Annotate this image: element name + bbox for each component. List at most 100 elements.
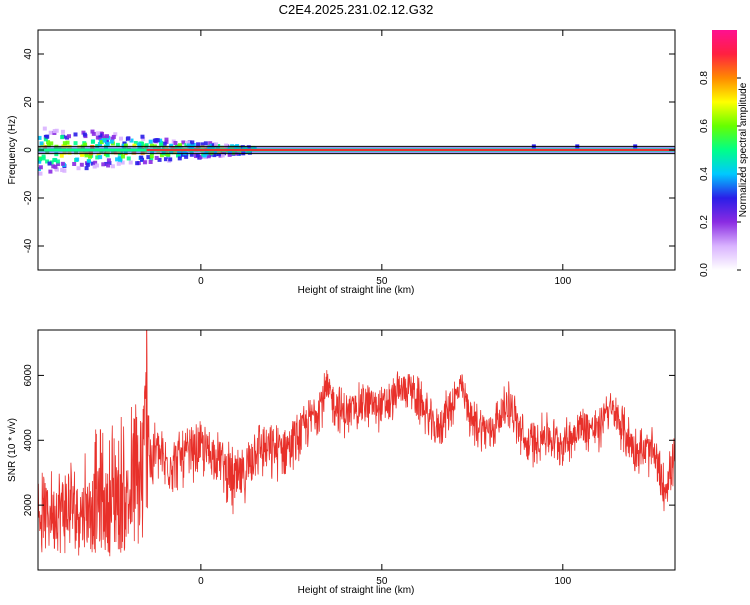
spectrogram-cell — [60, 168, 65, 173]
spectrogram-panel: 0 50 100 -40 -20 0 20 40 Height of straight li… — [7, 29, 676, 296]
spectrogram-cell — [126, 136, 131, 141]
x-tick-label: 0 — [198, 276, 204, 287]
spectrogram-cell — [67, 145, 72, 150]
spectrogram-cell — [115, 142, 120, 147]
spectrogram-cell — [209, 143, 214, 148]
spectrogram-cell — [96, 131, 101, 136]
spectrogram-cell — [191, 142, 196, 147]
spectrogram-cell — [223, 143, 228, 148]
spectrogram-cell — [107, 160, 112, 165]
spectrogram-cell — [110, 136, 115, 141]
y-tick-label: 2000 — [23, 494, 34, 517]
spectrogram-cell — [88, 154, 93, 159]
spectrogram-cell — [109, 139, 114, 144]
spectrogram-cell — [95, 155, 100, 160]
spectrogram-cell — [121, 143, 126, 148]
spectrogram-cell — [48, 130, 53, 135]
spectrogram-cell — [146, 155, 151, 160]
spectrogram-cell — [55, 162, 60, 167]
spectrogram-cell — [99, 140, 104, 145]
y-tick-label: 4000 — [23, 429, 34, 452]
spectrogram-cell — [220, 153, 225, 158]
spectrogram-cell — [41, 156, 46, 161]
spectrogram-cell — [149, 143, 154, 148]
snr-y-label: SNR (10 * v/v) — [7, 418, 18, 482]
spectrogram-y-label: Frequency (Hz) — [7, 116, 18, 185]
spectrogram-cell — [38, 159, 42, 164]
spectrogram-cell — [212, 153, 217, 158]
spectrogram-cell — [52, 129, 57, 134]
spectrogram-cell — [159, 153, 164, 158]
spectrogram-cell — [184, 154, 189, 159]
spectrogram-cell — [110, 164, 115, 169]
spectrogram-cell — [47, 161, 52, 166]
spectrogram-cell — [141, 136, 146, 141]
spectrogram-cell — [96, 152, 101, 157]
spectrogram-cell — [144, 143, 149, 148]
spectrogram-cell — [186, 140, 191, 145]
colorbar-tick-label: 0.6 — [699, 119, 710, 133]
spectrogram-cell — [84, 166, 89, 171]
snr-y-ticks: 2000 4000 6000 — [23, 364, 675, 516]
y-tick-label: 20 — [23, 96, 34, 108]
spectrogram-cell — [178, 143, 183, 148]
x-tick-label: 100 — [554, 576, 571, 587]
spectrogram-cell — [93, 160, 98, 165]
spectrogram-cell — [152, 138, 157, 143]
y-tick-label: 6000 — [23, 364, 34, 387]
spectrogram-heatmap — [38, 126, 675, 176]
x-tick-label: 50 — [376, 576, 388, 587]
spectrogram-cell — [83, 142, 88, 147]
colorbar-gradient — [712, 30, 737, 270]
spectrogram-cell — [149, 156, 154, 161]
spectrogram-cell — [73, 132, 78, 137]
spectrogram-cell — [73, 141, 78, 146]
spectrogram-cell — [55, 159, 60, 164]
spectrogram-cell — [132, 143, 137, 148]
spectrogram-cell — [149, 154, 154, 159]
spectrogram-cell — [181, 140, 186, 145]
spectrogram-cell — [49, 160, 54, 165]
spectrogram-cell — [161, 151, 166, 156]
spectrogram-cell — [121, 154, 126, 159]
spectrogram-cell — [42, 145, 47, 150]
spectrogram-cell — [79, 162, 84, 167]
colorbar-tick-label: 0.4 — [699, 167, 710, 181]
snr-frame — [37, 329, 676, 571]
spectrogram-cell — [105, 141, 110, 146]
spectrogram-cell — [164, 137, 169, 142]
spectrogram-cell — [106, 158, 111, 163]
spectrogram-cell — [177, 156, 182, 161]
spectrogram-cell — [51, 164, 56, 169]
spectrogram-cell — [135, 161, 140, 166]
colorbar-tick-label: 0.0 — [699, 263, 710, 277]
snr-x-label: Height of straight line (km) — [298, 585, 415, 596]
spectrogram-cell — [72, 161, 77, 166]
spectrogram-x-label: Height of straight line (km) — [298, 285, 415, 296]
spectrogram-cell — [214, 142, 219, 147]
spectrogram-cell — [102, 138, 107, 143]
y-tick-label: 40 — [23, 48, 34, 60]
spectrogram-cell — [196, 142, 201, 147]
spectrogram-cell — [168, 157, 173, 162]
spectrogram-cell — [208, 141, 213, 146]
spectrogram-cell — [60, 161, 65, 166]
spectrogram-cell — [158, 138, 163, 143]
spectrogram-cell — [62, 141, 67, 146]
spectrogram-cell — [148, 139, 153, 144]
spectrogram-cell — [90, 129, 95, 134]
y-tick-label: -20 — [23, 190, 34, 205]
spectrogram-cell — [49, 141, 54, 146]
spectrogram-cell — [81, 130, 86, 135]
spectrogram-cell — [211, 143, 216, 148]
spectrogram-cell — [202, 153, 207, 158]
spectrogram-cell — [195, 153, 200, 158]
spectrogram-cell — [129, 138, 134, 143]
colorbar-tick-label: 0.2 — [699, 215, 710, 229]
spectrogram-cell — [227, 152, 232, 157]
spectrogram-cell — [105, 134, 110, 139]
spectrogram-cell — [38, 165, 43, 170]
spectrogram-cell — [46, 140, 51, 145]
snr-panel: 0 50 100 2000 4000 6000 Height of straight l… — [7, 329, 676, 596]
